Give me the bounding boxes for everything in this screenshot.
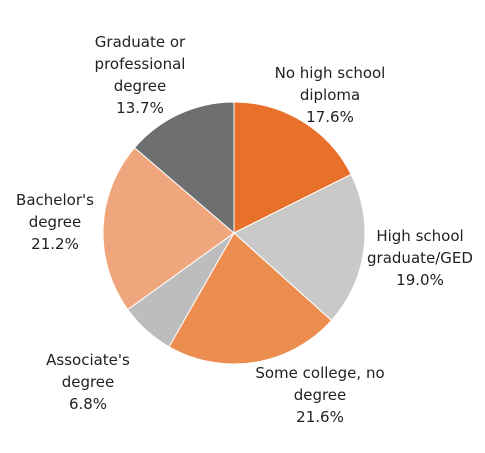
- slice-label: No high school diploma 17.6%: [260, 62, 400, 128]
- value-label: 17.6%: [306, 108, 354, 126]
- category-label: Associate's degree: [46, 351, 130, 391]
- pie-slice: [233, 173, 366, 322]
- category-label: Graduate or professional degree: [94, 33, 186, 95]
- category-label: Some college, no degree: [255, 364, 385, 404]
- value-label: 21.6%: [296, 408, 344, 426]
- pie-slice: [133, 101, 235, 235]
- slice-label: Bachelor's degree 21.2%: [10, 189, 100, 255]
- category-label: High school graduate/GED: [367, 227, 473, 267]
- slice-label: High school graduate/GED 19.0%: [363, 225, 478, 291]
- slice-label: Some college, no degree 21.6%: [238, 362, 403, 428]
- pie-slice: [102, 146, 235, 311]
- pie-slice: [168, 232, 333, 365]
- category-label: No high school diploma: [274, 64, 386, 104]
- value-label: 21.2%: [31, 235, 79, 253]
- pie-slice: [233, 101, 352, 234]
- category-label: Bachelor's degree: [16, 191, 94, 231]
- value-label: 13.7%: [116, 99, 164, 117]
- slice-label: Graduate or professional degree 13.7%: [85, 31, 195, 119]
- slice-label: Associate's degree 6.8%: [38, 349, 138, 415]
- value-label: 19.0%: [396, 271, 444, 289]
- value-label: 6.8%: [68, 395, 108, 413]
